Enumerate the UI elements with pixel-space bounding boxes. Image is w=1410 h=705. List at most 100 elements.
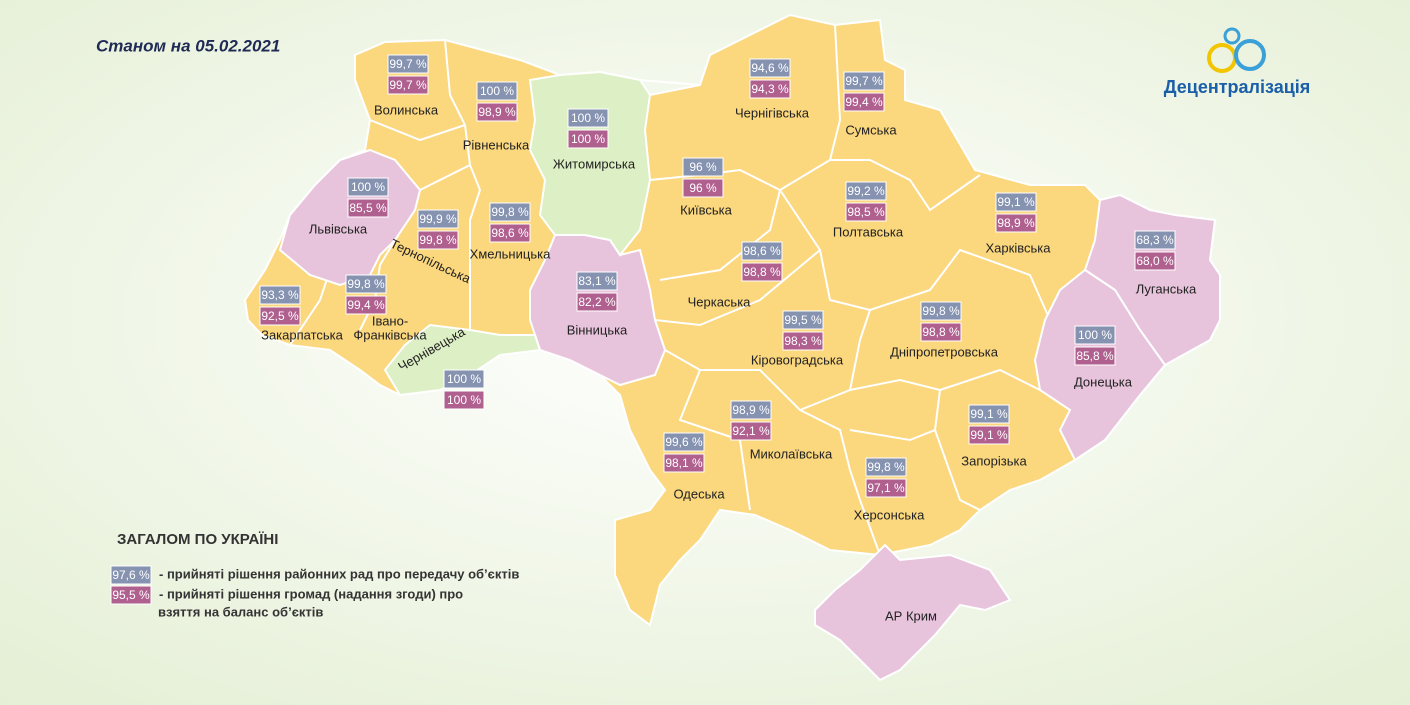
district-value-box [567, 108, 609, 128]
region-name: Закарпатська [261, 327, 344, 342]
community-value-box [741, 262, 783, 282]
district-value: 99,8 % [922, 304, 960, 318]
region-name: Черкаська [688, 294, 752, 309]
community-value: 98,9 % [997, 216, 1035, 230]
district-value: 93,3 % [261, 288, 299, 302]
district-value-box [345, 274, 387, 294]
community-value-box [443, 390, 485, 410]
community-value: 99,1 % [970, 428, 1008, 442]
community-value: 92,1 % [732, 424, 770, 438]
region-name: Франківська [353, 327, 427, 342]
district-value-box [417, 209, 459, 229]
community-value: 94,3 % [751, 82, 789, 96]
region-name: Сумська [845, 122, 897, 137]
summary-text: - прийняті рішення районних рад про пере… [159, 566, 519, 581]
district-value-box [749, 58, 791, 78]
community-value-box [489, 223, 531, 243]
region-name: Херсонська [854, 507, 925, 522]
district-value: 98,6 % [743, 244, 781, 258]
summary-text: - прийняті рішення громад (надання згоди… [159, 586, 463, 601]
community-value: 98,8 % [922, 325, 960, 339]
community-value: 98,9 % [478, 105, 516, 119]
district-value-box [1134, 230, 1176, 250]
district-value: 68,3 % [1136, 233, 1174, 247]
district-value: 99,2 % [847, 184, 885, 198]
region-name: Харківська [986, 240, 1052, 255]
district-value-box [730, 400, 772, 420]
community-value-box [845, 202, 887, 222]
district-value: 83,1 % [578, 274, 616, 288]
date-title: Станом на 05.02.2021 [96, 36, 280, 55]
region-name: Волинська [374, 102, 439, 117]
community-value-box [576, 292, 618, 312]
community-value-box [345, 295, 387, 315]
logo: Децентралізація [1164, 27, 1311, 97]
district-value-box [682, 157, 724, 177]
district-value-box [347, 177, 389, 197]
community-value: 85,8 % [1076, 349, 1114, 363]
district-value-box [443, 369, 485, 389]
community-value-box [476, 102, 518, 122]
district-value-box [489, 202, 531, 222]
district-value: 99,1 % [997, 195, 1035, 209]
district-value: 100 % [1078, 328, 1112, 342]
district-value: 99,8 % [491, 205, 529, 219]
community-value: 96 % [689, 181, 717, 195]
district-value-box [845, 181, 887, 201]
community-value-box [387, 75, 429, 95]
district-value: 99,9 % [419, 212, 457, 226]
district-value: 100 % [351, 180, 385, 194]
district-value: 99,8 % [867, 460, 905, 474]
community-value: 98,3 % [784, 334, 822, 348]
district-value-box [741, 241, 783, 261]
region-name: Вінницька [567, 322, 628, 337]
community-value-box [865, 478, 907, 498]
logo-text: Децентралізація [1164, 77, 1311, 97]
community-value: 99,7 % [389, 78, 427, 92]
region-name: Дніпропетровська [890, 344, 999, 359]
community-value-box [1074, 346, 1116, 366]
district-value: 99,8 % [347, 277, 385, 291]
country-outline [243, 13, 1221, 627]
summary-value: 97,6 % [112, 568, 150, 582]
district-value: 99,1 % [970, 407, 1008, 421]
community-value-box [347, 198, 389, 218]
summary-value: 95,5 % [112, 588, 150, 602]
district-value: 99,7 % [845, 74, 883, 88]
region-name: Донецька [1074, 374, 1133, 389]
region-name: АР Крим [885, 608, 937, 623]
district-value-box [782, 310, 824, 330]
community-value: 98,5 % [847, 205, 885, 219]
community-value: 99,4 % [347, 298, 385, 312]
district-value-box [843, 71, 885, 91]
community-value-box [567, 129, 609, 149]
community-value: 100 % [447, 393, 481, 407]
community-value: 99,8 % [419, 233, 457, 247]
community-value-box [682, 178, 724, 198]
community-value-box [920, 322, 962, 342]
district-value: 96 % [689, 160, 717, 174]
community-value-box [995, 213, 1037, 233]
district-value: 100 % [447, 372, 481, 386]
district-value-box [663, 432, 705, 452]
community-value: 98,1 % [665, 456, 703, 470]
community-value: 100 % [571, 132, 605, 146]
community-value: 97,1 % [867, 481, 905, 495]
region-name: Івано- [372, 313, 408, 328]
community-value: 99,4 % [845, 95, 883, 109]
district-value-box [920, 301, 962, 321]
district-value-box [865, 457, 907, 477]
community-value: 98,6 % [491, 226, 529, 240]
community-value-box [749, 79, 791, 99]
community-value: 98,8 % [743, 265, 781, 279]
region-name: Житомирська [553, 156, 636, 171]
district-value-box [576, 271, 618, 291]
region-name: Хмельницька [470, 246, 551, 261]
district-value: 99,7 % [389, 57, 427, 71]
district-value-box [995, 192, 1037, 212]
community-value: 82,2 % [578, 295, 616, 309]
community-value-box [663, 453, 705, 473]
summary-value-box [110, 585, 152, 605]
district-value-box [968, 404, 1010, 424]
